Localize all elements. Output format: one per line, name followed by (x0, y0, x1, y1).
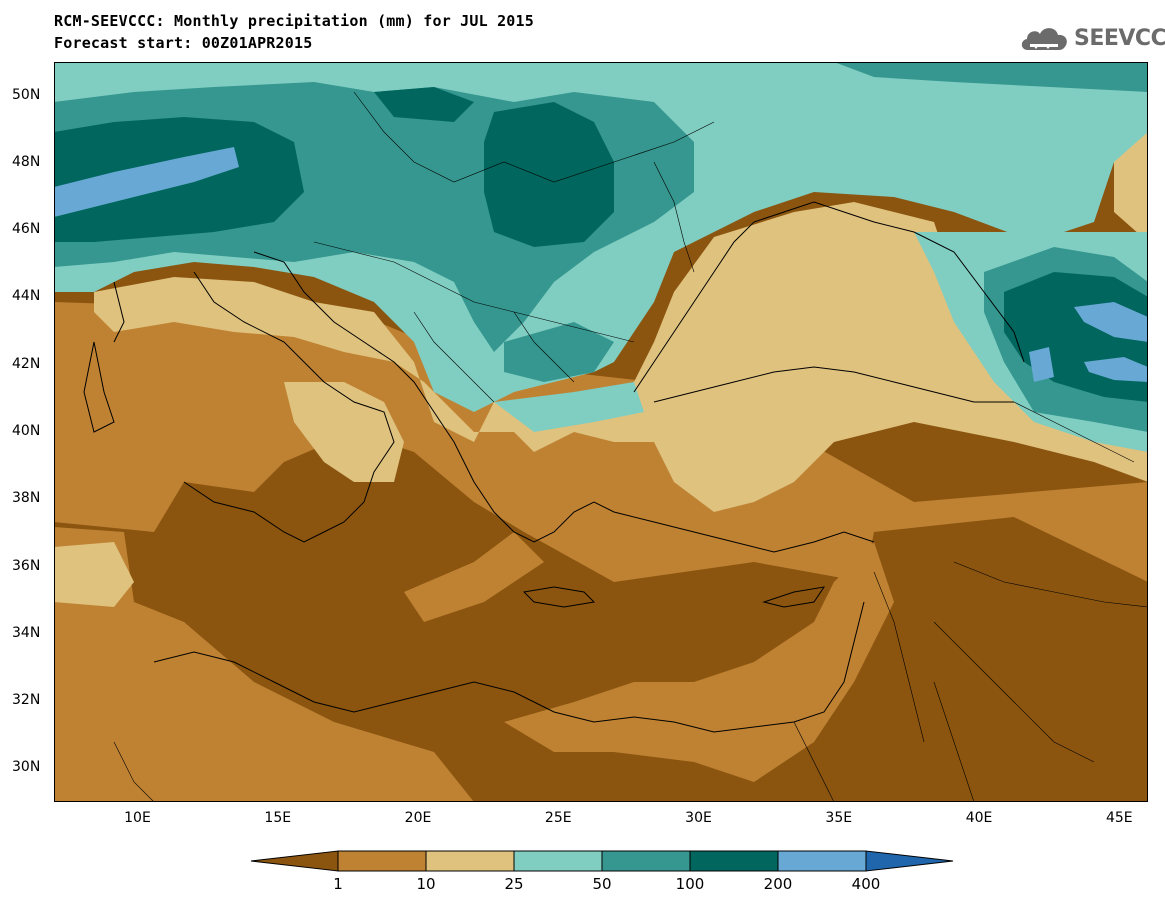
longitude-tick-label: 25E (544, 810, 572, 826)
colorbar-tick-label: 1 (333, 875, 343, 893)
region-10-25 (94, 202, 1148, 512)
colorbar-segment (601, 850, 691, 872)
map-frame (54, 62, 1148, 802)
region-200-400 (1074, 302, 1148, 342)
colorbar-tick-label: 200 (763, 875, 793, 893)
colorbar-segment (250, 850, 339, 872)
region-50-100 (834, 62, 1148, 92)
region-1-10 (54, 302, 1148, 582)
latitude-tick-label: 42N (12, 355, 41, 372)
colorbar-tick-label: 10 (416, 875, 436, 893)
latitude-tick-label: 38N (12, 490, 41, 507)
longitude-tick-label: 10E (124, 810, 151, 826)
latitude-tick-label: 32N (12, 692, 41, 709)
chart-subtitle: Forecast start: 00Z01APR2015 (54, 34, 313, 52)
region-1-10 (404, 532, 544, 622)
region-1-10 (54, 527, 474, 802)
colorbar-segment (777, 850, 867, 872)
longitude-tick-label: 15E (264, 810, 292, 826)
latitude-tick-label: 36N (12, 557, 41, 574)
chart-title: RCM-SEEVCCC: Monthly precipitation (mm) … (54, 12, 534, 30)
latitude-tick-label: 34N (12, 624, 41, 641)
colorbar-tick-label: 25 (504, 875, 524, 893)
colorbar-tick-label: 50 (592, 875, 612, 893)
longitude-tick-label: 40E (965, 810, 993, 826)
region-50-100 (504, 322, 614, 382)
latitude-tick-label: 44N (12, 288, 41, 305)
longitude-tick-label: 45E (1105, 810, 1133, 826)
latitude-tick-label: 46N (12, 221, 41, 238)
region-200-400 (1029, 347, 1054, 382)
region-1-10 (504, 542, 894, 782)
logo-text: SEEVCCC (1074, 26, 1165, 51)
longitude-tick-label: 35E (825, 810, 853, 826)
region-10-25 (284, 382, 404, 482)
region-200-400 (54, 147, 239, 217)
colorbar-tick-label: 100 (675, 875, 705, 893)
precipitation-map (54, 62, 1148, 802)
region-100-200 (374, 87, 474, 122)
latitude-tick-label: 40N (12, 423, 41, 439)
colorbar-segment (337, 850, 427, 872)
colorbar-segment (513, 850, 603, 872)
region-100-200 (484, 102, 614, 247)
colorbar-segment (865, 850, 954, 872)
region-25-50 (494, 382, 644, 432)
longitude-tick-label: 20E (404, 810, 432, 826)
longitude-tick-label: 30E (685, 810, 712, 826)
cloud-icon (1021, 28, 1067, 50)
seevccc-logo: SEEVCCC (1018, 22, 1165, 56)
coastlines (83, 201, 1025, 733)
colorbar-segment (689, 850, 779, 872)
country-borders (113, 91, 1148, 802)
latitude-tick-label: 30N (12, 759, 41, 776)
region-200-400 (1084, 357, 1148, 382)
latitude-tick-label: 50N (12, 86, 41, 103)
colorbar-segment (425, 850, 515, 872)
colorbar-tick-label: 400 (851, 875, 881, 893)
latitude-tick-label: 48N (12, 153, 41, 170)
region-10-25 (54, 542, 134, 607)
colorbar (250, 850, 954, 872)
